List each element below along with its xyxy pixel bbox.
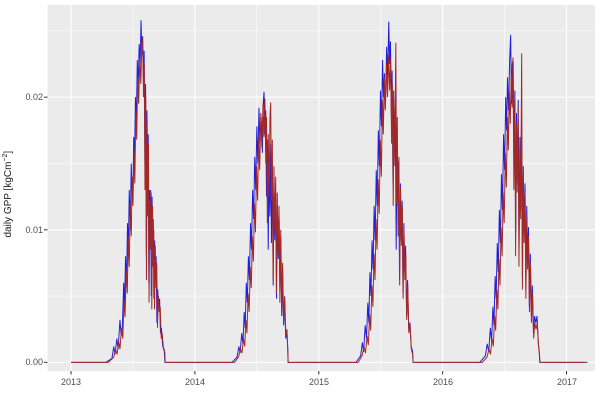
x-tick-label-2015: 2015: [308, 377, 330, 387]
x-tick-label-2017: 2017: [556, 377, 578, 387]
y-axis-title-close-bracket: ]: [3, 150, 15, 154]
x-tick-label-2014: 2014: [184, 377, 206, 387]
y-tick-label-0.01: 0.01: [25, 225, 43, 235]
y-tick-label-0.02: 0.02: [25, 92, 43, 102]
y-tick-label-0.00: 0.00: [25, 357, 43, 367]
x-tick-label-2016: 2016: [432, 377, 454, 387]
y-axis-title: daily GPP [kgCm−2]: [2, 114, 14, 274]
y-axis-title-superscript: −2: [1, 153, 9, 162]
x-tick-label-2013: 2013: [60, 377, 82, 387]
series-line-observed-gpp-darkred: [71, 38, 588, 363]
